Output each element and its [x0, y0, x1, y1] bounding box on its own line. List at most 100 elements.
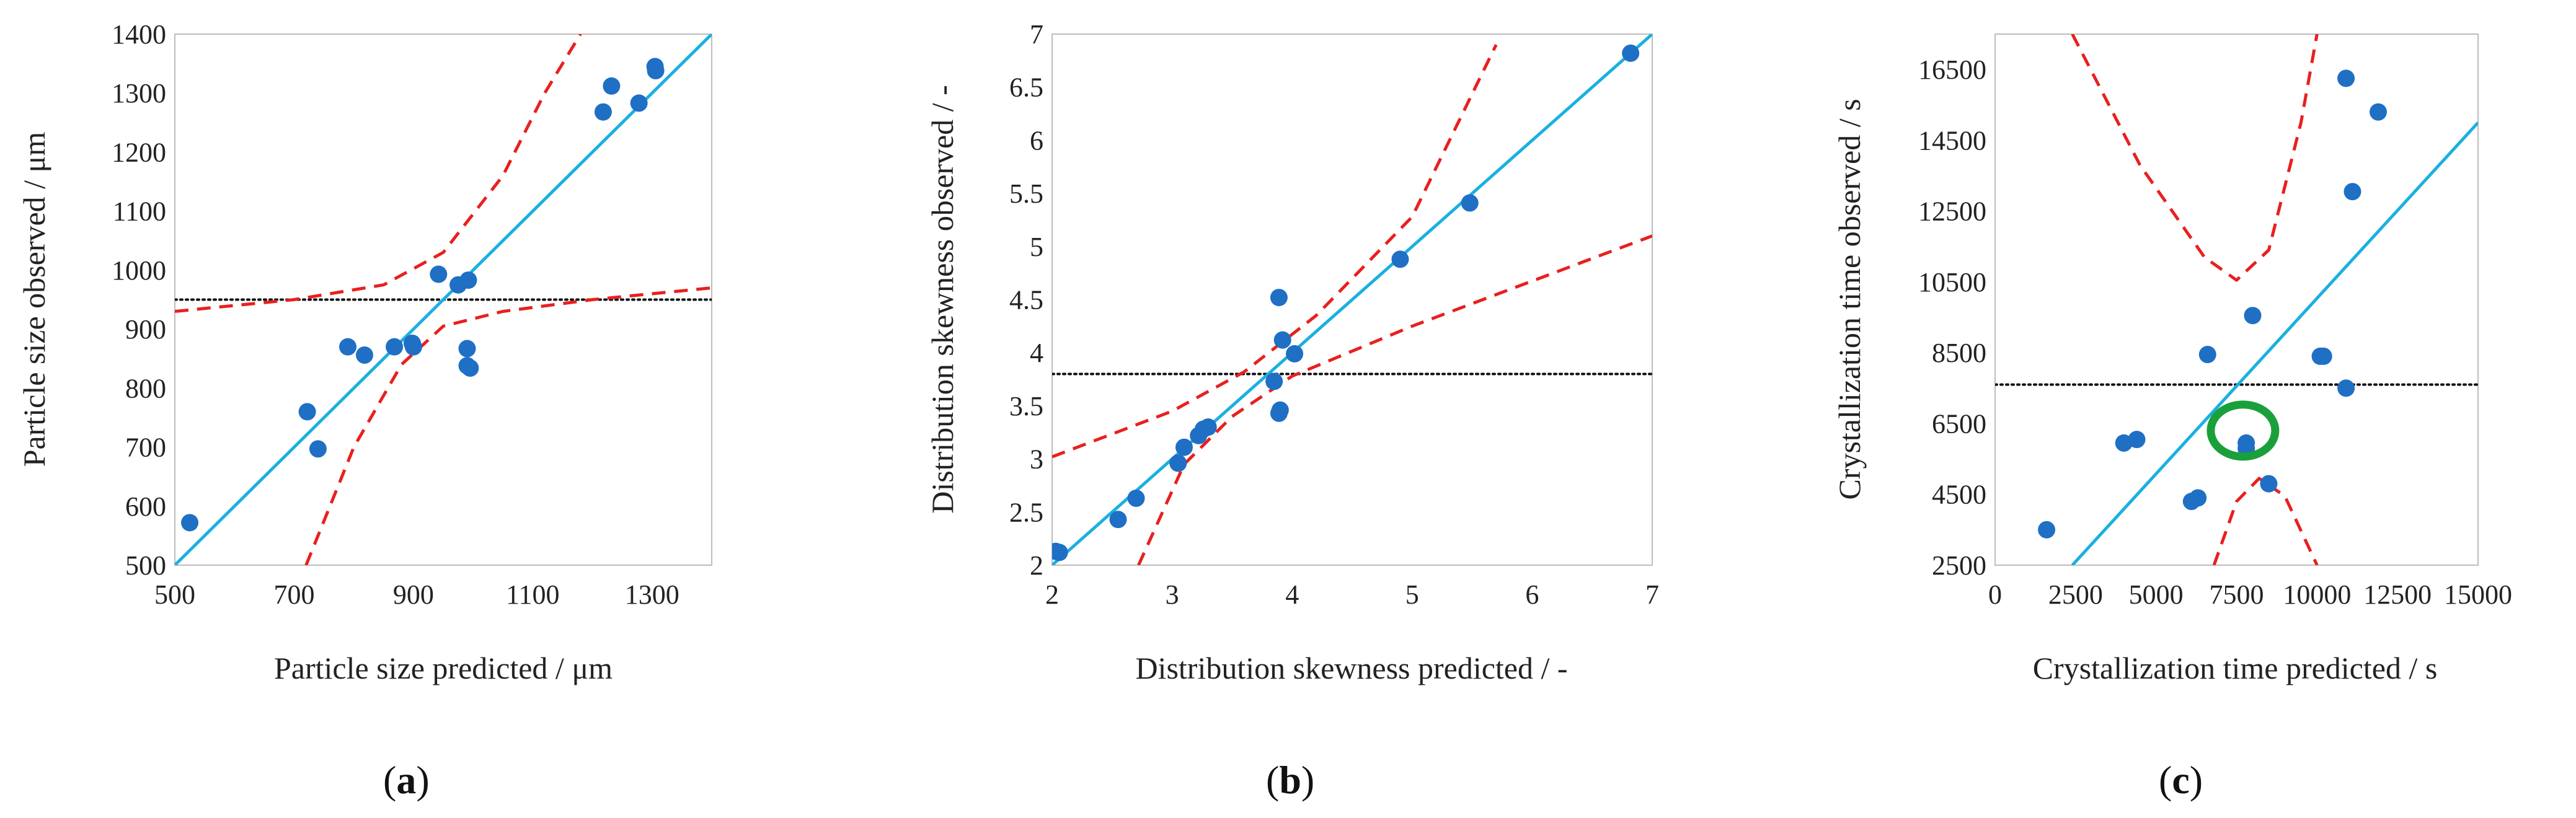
y-tick-label-b-6: 5	[1030, 232, 1043, 262]
y-tick-label-b-8: 6	[1030, 125, 1043, 156]
data-point-b-1	[1052, 543, 1068, 561]
data-point-a-15	[603, 77, 621, 95]
x-tick-label-c-5: 12500	[2363, 579, 2432, 610]
x-tick-label-c-1: 2500	[2048, 579, 2103, 610]
y-tick-label-c-3: 8500	[1932, 338, 1986, 368]
data-point-c-12	[2337, 379, 2355, 397]
x-tick-label-a-2: 900	[393, 579, 434, 610]
panel-label-a: (a)	[383, 758, 430, 802]
x-tick-label-b-5: 7	[1645, 579, 1659, 610]
panel-label-c: (c)	[2159, 758, 2203, 802]
panel-label-b-close: )	[1301, 758, 1314, 802]
data-point-b-14	[1286, 345, 1304, 363]
marks-a	[175, 34, 712, 565]
data-point-a-3	[339, 338, 357, 356]
fit-line-c	[2071, 121, 2478, 565]
data-point-b-17	[1622, 44, 1640, 62]
data-point-b-2	[1109, 511, 1127, 529]
ci-upper-curve-a	[175, 34, 582, 313]
y-tick-label-c-7: 16500	[1918, 55, 1986, 85]
x-tick-label-a-3: 1100	[506, 579, 559, 610]
data-point-a-4	[355, 346, 373, 364]
panel-label-b-letter: b	[1279, 758, 1301, 802]
y-tick-label-a-1: 600	[125, 491, 166, 522]
y-tick-label-c-0: 2500	[1932, 550, 1986, 581]
data-point-b-8	[1199, 418, 1217, 436]
x-axis-label-a: Particle size predicted / μm	[274, 651, 613, 685]
panel-label-a-close: )	[416, 758, 429, 802]
panel-label-a-open: (	[383, 758, 396, 802]
y-tick-label-a-7: 1200	[112, 137, 166, 167]
data-point-c-11	[2314, 347, 2332, 365]
panel-label-a-letter: a	[396, 758, 416, 802]
x-tick-label-b-4: 6	[1525, 579, 1539, 610]
data-point-a-1	[298, 403, 316, 421]
ci-lower-curve-b	[1137, 234, 1652, 565]
data-point-c-0	[2038, 521, 2056, 539]
x-axis-label-c: Crystallization time predicted / s	[2033, 651, 2438, 685]
data-point-b-4	[1169, 454, 1187, 472]
marks-b	[1052, 34, 1652, 565]
y-tick-label-c-1: 4500	[1932, 480, 1986, 510]
y-ticks-a: 500 600 700 800 900 1000 1100 1200 1300 1400	[112, 19, 166, 581]
y-tick-label-c-6: 14500	[1918, 125, 1986, 156]
x-tick-label-c-3: 7500	[2210, 579, 2264, 610]
x-tick-label-c-4: 10000	[2283, 579, 2351, 610]
data-point-a-14	[594, 103, 612, 121]
data-point-a-2	[309, 440, 327, 458]
data-point-c-2	[2128, 431, 2146, 449]
y-ticks-b: 2 2.5 3 3.5 4 4.5 5 5.5 6 6.5 7	[1009, 19, 1043, 581]
x-tick-label-b-3: 5	[1405, 579, 1419, 610]
x-ticks-b: 2 3 4 5 6 7	[1045, 579, 1659, 610]
data-point-b-13	[1273, 331, 1291, 349]
y-axis-label-a: Particle size observed / μm	[17, 132, 51, 467]
panel-label-c-letter: c	[2172, 758, 2189, 802]
highlight-circle-c	[2206, 400, 2280, 461]
data-point-a-10	[459, 271, 477, 289]
data-point-b-12	[1270, 289, 1288, 307]
y-tick-label-b-5: 4.5	[1009, 285, 1043, 315]
panel-label-c-close: )	[2190, 758, 2203, 802]
data-point-b-9	[1265, 372, 1283, 390]
data-point-c-15	[2370, 103, 2388, 121]
x-axis-label-b: Distribution skewness predicted / -	[1135, 651, 1567, 685]
panel-label-b-open: (	[1266, 758, 1279, 802]
y-tick-label-a-2: 700	[125, 433, 166, 463]
data-point-c-4	[2189, 489, 2207, 507]
data-point-a-13	[461, 359, 479, 377]
fit-line-b	[1052, 34, 1652, 565]
x-ticks-c: 0 2500 5000 7500 10000 12500 15000	[1988, 579, 2512, 610]
y-tick-label-a-9: 1400	[112, 19, 166, 50]
x-tick-label-b-1: 3	[1166, 579, 1179, 610]
data-point-b-11	[1271, 401, 1289, 419]
y-tick-label-b-7: 5.5	[1009, 178, 1043, 209]
chart-panel-a: 500 600 700 800 900 1000 1100 1200 1300 1400 500 7…	[17, 19, 712, 802]
y-tick-label-c-2: 6500	[1932, 408, 1986, 439]
data-point-c-13	[2337, 69, 2355, 87]
panel-label-c-open: (	[2159, 758, 2172, 802]
y-tick-label-b-0: 2	[1030, 550, 1043, 581]
y-tick-label-a-8: 1300	[112, 78, 166, 108]
ci-upper-curve-c	[2071, 34, 2319, 282]
data-point-a-0	[181, 514, 199, 532]
plot-content-a	[175, 34, 712, 565]
x-tick-label-c-0: 0	[1988, 579, 2002, 610]
data-point-c-5	[2198, 346, 2216, 364]
y-tick-label-b-10: 7	[1030, 19, 1043, 50]
x-ticks-a: 500 700 900 1100 1300	[154, 579, 679, 610]
y-tick-label-c-5: 12500	[1918, 196, 1986, 227]
ci-lower-curve-c	[2212, 477, 2319, 565]
y-axis-label-c: Crystallization time observed / s	[1832, 99, 1867, 499]
y-ticks-c: 2500 4500 6500 8500 10500 12500 14500 16500	[1918, 55, 1986, 581]
data-point-a-5	[386, 338, 404, 356]
data-point-b-16	[1461, 194, 1479, 212]
ci-lower-curve-a	[304, 286, 712, 565]
data-point-c-8	[2244, 307, 2262, 325]
plot-content-b	[1052, 34, 1652, 565]
data-point-a-18	[647, 62, 665, 80]
x-tick-label-a-4: 1300	[625, 579, 679, 610]
data-point-b-15	[1391, 250, 1409, 268]
x-tick-label-a-1: 700	[273, 579, 314, 610]
